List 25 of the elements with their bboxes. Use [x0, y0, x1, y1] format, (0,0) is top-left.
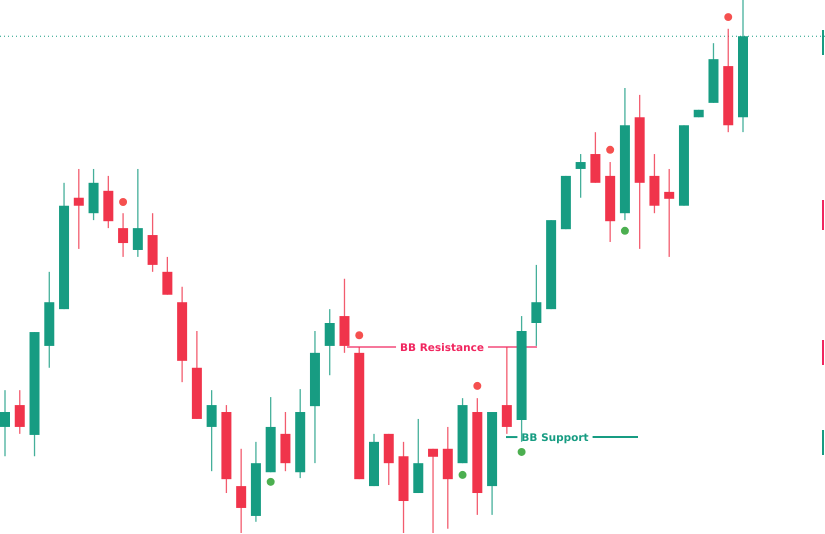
candlestick: [118, 212, 128, 258]
candlestick: [664, 168, 674, 258]
candlestick: [236, 448, 246, 534]
ref-line-label: BB Resistance: [400, 342, 484, 354]
point: [119, 198, 128, 206]
point: [266, 478, 275, 486]
candlestick: [132, 168, 143, 258]
point: [355, 331, 364, 340]
candlestick: [428, 448, 438, 534]
point: [620, 226, 629, 235]
candlestick: [324, 308, 335, 376]
candlestick: [0, 390, 10, 457]
point: [473, 382, 482, 390]
candlestick: [162, 256, 172, 296]
candlestick: [206, 390, 217, 472]
point: [724, 13, 732, 22]
point: [606, 146, 614, 154]
candlestick: [576, 153, 586, 198]
candlestick: [502, 346, 512, 435]
point: [458, 470, 467, 479]
candlestick: [531, 264, 542, 347]
point: [518, 448, 526, 456]
candlestick: [74, 168, 84, 250]
candlestick: [14, 390, 25, 435]
ref-line-label: BB Support: [521, 432, 589, 444]
